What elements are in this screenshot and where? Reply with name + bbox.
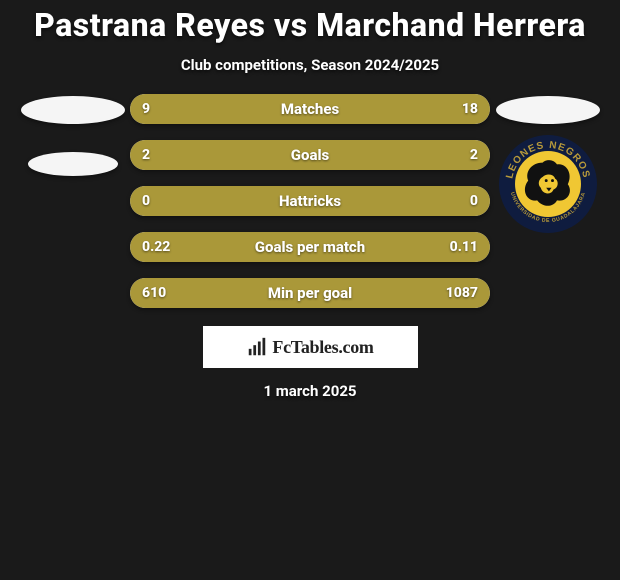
player-left-name: Pastrana Reyes	[34, 6, 265, 44]
comparison-area: 918Matches 22Goals 00Hattricks 0.220.11Goal…	[10, 94, 610, 308]
left-team-logo-placeholder	[28, 152, 118, 176]
bar-chart-icon	[246, 336, 268, 358]
stat-label: Matches	[130, 94, 490, 124]
stat-label: Hattricks	[130, 186, 490, 216]
stats-column: 918Matches 22Goals 00Hattricks 0.220.11Goal…	[130, 94, 490, 308]
left-player-column	[15, 94, 130, 176]
right-player-photo-placeholder	[496, 96, 600, 124]
vs-word: vs	[274, 6, 308, 44]
stat-bar: 6101087Min per goal	[130, 278, 490, 308]
watermark-text: FcTables.com	[272, 337, 373, 358]
subtitle: Club competitions, Season 2024/2025	[10, 50, 610, 94]
watermark: FcTables.com	[203, 326, 418, 368]
leones-negros-badge-icon: LEONES NEGROS UNIVERSIDAD DE GUADALAJARA	[498, 134, 598, 234]
player-right-name: Marchand Herrera	[316, 6, 586, 44]
left-player-photo-placeholder	[21, 96, 125, 124]
stat-bar: 22Goals	[130, 140, 490, 170]
date-label: 1 march 2025	[10, 368, 610, 400]
stat-label: Goals per match	[130, 232, 490, 262]
stat-bar: 918Matches	[130, 94, 490, 124]
stat-bar: 00Hattricks	[130, 186, 490, 216]
right-team-logo: LEONES NEGROS UNIVERSIDAD DE GUADALAJARA	[498, 134, 598, 234]
page-title: Pastrana Reyes vs Marchand Herrera	[10, 0, 610, 50]
stat-label: Min per goal	[130, 278, 490, 308]
stat-label: Goals	[130, 140, 490, 170]
right-player-column: LEONES NEGROS UNIVERSIDAD DE GUADALAJARA	[490, 94, 605, 234]
stat-bar: 0.220.11Goals per match	[130, 232, 490, 262]
